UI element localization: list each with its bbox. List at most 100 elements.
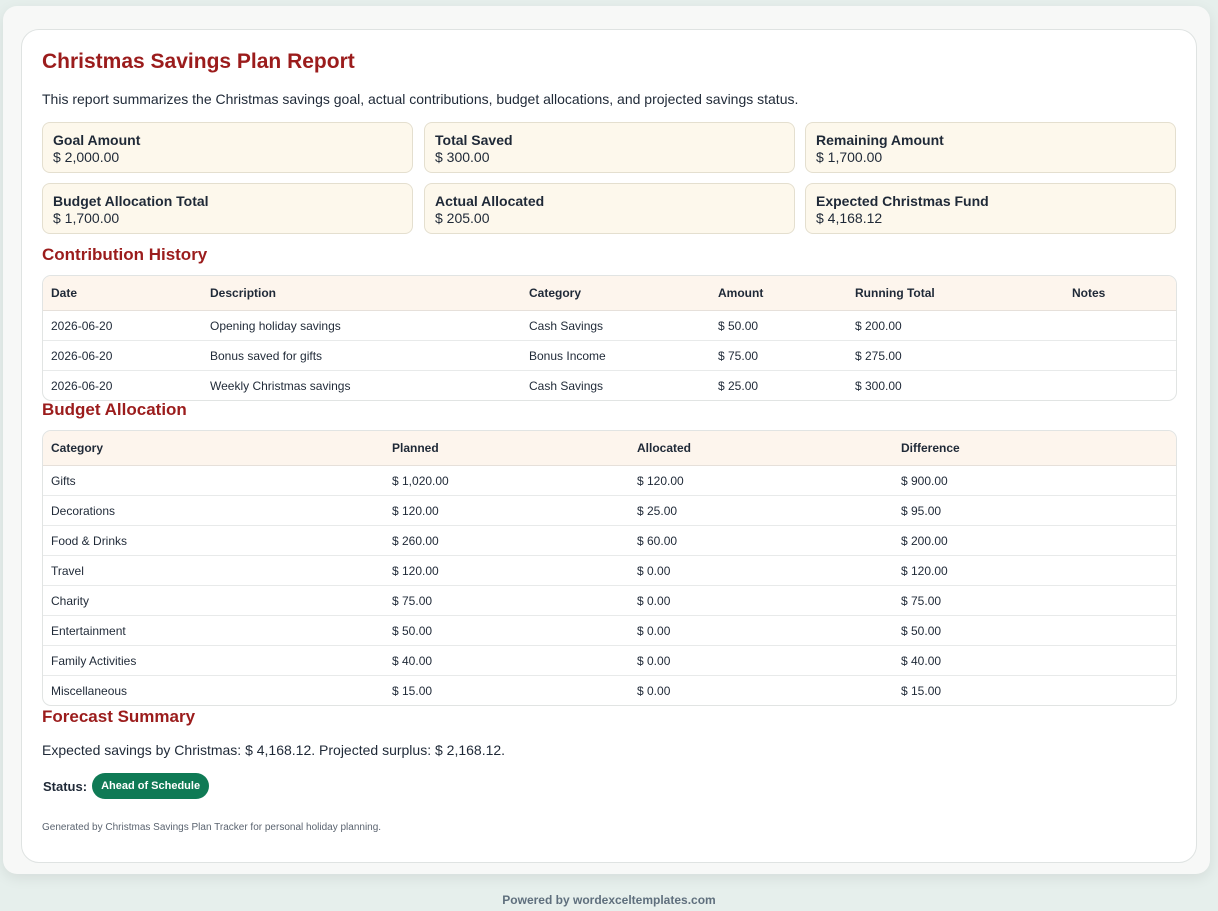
cell-amount: $ 25.00: [718, 378, 759, 393]
cell-date: 2026-06-20: [43, 310, 202, 341]
cell-notes: [1064, 310, 1176, 341]
cell-date: 2026-06-20: [43, 340, 202, 371]
cell-notes: [1064, 371, 1176, 401]
cell-planned: $ 75.00: [384, 585, 629, 616]
kpi-expected-christmas-fund: Expected Christmas Fund $ 4,168.12: [805, 183, 1176, 234]
cell-difference: $ 15.00: [901, 683, 942, 698]
powered-by-label: Powered by: [502, 893, 570, 907]
cell-planned: $ 260.00: [384, 525, 629, 556]
report-card: Christmas Savings Plan Report This repor…: [21, 29, 1197, 863]
table-row: 2026-06-20 Weekly Christmas savings Cash…: [43, 371, 1176, 401]
cell-category: Miscellaneous: [51, 683, 128, 698]
cell-category: Gifts: [43, 465, 384, 496]
cell-category: Food & Drinks: [43, 525, 384, 556]
cell-allocated: $ 0.00: [629, 615, 893, 646]
cell-difference: $ 50.00: [893, 615, 1176, 646]
cell-difference: $ 200.00: [893, 525, 1176, 556]
table-row: 2026-06-20 Opening holiday savings Cash …: [43, 310, 1176, 341]
cell-difference: $ 40.00: [893, 645, 1176, 676]
cell-difference: $ 95.00: [893, 495, 1176, 526]
kpi-total-saved: Total Saved $ 300.00: [424, 122, 795, 173]
generated-note: Generated by Christmas Savings Plan Trac…: [42, 822, 382, 833]
forecast-text: Expected savings by Christmas: $ 4,168.1…: [42, 742, 506, 758]
column-header-category: Category: [43, 431, 384, 466]
cell-allocated: $ 0.00: [629, 555, 893, 586]
table-row: Entertainment $ 50.00 $ 0.00 $ 50.00: [43, 615, 1176, 646]
cell-planned: $ 50.00: [384, 615, 629, 646]
kpi-budget-allocation-total: Budget Allocation Total $ 1,700.00: [42, 183, 413, 234]
table-row: Miscellaneous $ 15.00 $ 0.00 $ 15.00: [43, 676, 1176, 706]
kpi-value: $ 1,700.00: [816, 149, 883, 165]
kpi-actual-allocated: Actual Allocated $ 205.00: [424, 183, 795, 234]
cell-planned: $ 15.00: [392, 683, 433, 698]
contribution-history-table: Date Description Category Amount Running…: [43, 276, 1176, 400]
cell-category: Family Activities: [43, 645, 384, 676]
budget-allocation-table-wrapper: Category Planned Allocated Difference Gi…: [42, 430, 1177, 706]
kpi-goal-amount: Goal Amount $ 2,000.00: [42, 122, 413, 173]
status-badge: Ahead of Schedule: [92, 773, 210, 799]
table-row: Family Activities $ 40.00 $ 0.00 $ 40.00: [43, 645, 1176, 676]
budget-allocation-heading: Budget Allocation: [42, 400, 187, 419]
contribution-history-heading: Contribution History: [42, 245, 208, 264]
table-row: Charity $ 75.00 $ 0.00 $ 75.00: [43, 585, 1176, 616]
table-row: 2026-06-20 Bonus saved for gifts Bonus I…: [43, 340, 1176, 371]
kpi-remaining-amount: Remaining Amount $ 1,700.00: [805, 122, 1176, 173]
table-row: Decorations $ 120.00 $ 25.00 $ 95.00: [43, 495, 1176, 526]
table-row: Travel $ 120.00 $ 0.00 $ 120.00: [43, 555, 1176, 586]
budget-allocation-table: Category Planned Allocated Difference Gi…: [43, 431, 1176, 705]
kpi-label: Total Saved: [435, 132, 513, 148]
status-row: Status: Ahead of Schedule: [43, 773, 210, 799]
cell-allocated: $ 0.00: [629, 585, 893, 616]
report-background: Christmas Savings Plan Report This repor…: [3, 6, 1210, 874]
cell-date: 2026-06-20: [51, 378, 113, 393]
table-row: Gifts $ 1,020.00 $ 120.00 $ 900.00: [43, 465, 1176, 496]
column-header-description: Description: [202, 276, 521, 311]
cell-difference: $ 75.00: [893, 585, 1176, 616]
cell-running-total: $ 275.00: [847, 340, 1064, 371]
cell-allocated: $ 25.00: [629, 495, 893, 526]
column-header-difference: Difference: [893, 431, 1176, 466]
cell-running-total: $ 300.00: [855, 378, 902, 393]
kpi-value: $ 300.00: [435, 149, 490, 165]
column-header-date: Date: [43, 276, 202, 311]
report-title: Christmas Savings Plan Report: [42, 50, 355, 73]
cell-description: Opening holiday savings: [202, 310, 521, 341]
cell-category: Cash Savings: [521, 310, 710, 341]
cell-allocated: $ 60.00: [629, 525, 893, 556]
report-intro: This report summarizes the Christmas sav…: [42, 91, 799, 107]
table-row: Food & Drinks $ 260.00 $ 60.00 $ 200.00: [43, 525, 1176, 556]
column-header-category: Category: [521, 276, 710, 311]
cell-category: Travel: [43, 555, 384, 586]
table-header-row: Category Planned Allocated Difference: [43, 431, 1176, 466]
kpi-label: Expected Christmas Fund: [816, 193, 989, 209]
cell-allocated: $ 0.00: [629, 645, 893, 676]
column-header-running-total: Running Total: [847, 276, 1064, 311]
cell-notes: [1064, 340, 1176, 371]
table-header-row: Date Description Category Amount Running…: [43, 276, 1176, 311]
cell-amount: $ 50.00: [710, 310, 847, 341]
cell-planned: $ 120.00: [384, 495, 629, 526]
powered-by-link[interactable]: wordexceltemplates.com: [572, 893, 716, 907]
kpi-value: $ 1,700.00: [53, 210, 120, 226]
cell-planned: $ 120.00: [384, 555, 629, 586]
cell-difference: $ 900.00: [893, 465, 1176, 496]
cell-description: Weekly Christmas savings: [210, 378, 351, 393]
cell-description: Bonus saved for gifts: [202, 340, 521, 371]
column-header-planned: Planned: [384, 431, 629, 466]
column-header-allocated: Allocated: [629, 431, 893, 466]
kpi-label: Goal Amount: [53, 132, 141, 148]
kpi-label: Remaining Amount: [816, 132, 944, 148]
powered-by-footer: Powered by wordexceltemplates.com: [0, 893, 1218, 907]
cell-difference: $ 120.00: [893, 555, 1176, 586]
column-header-notes: Notes: [1064, 276, 1176, 311]
cell-planned: $ 40.00: [384, 645, 629, 676]
status-label: Status:: [43, 778, 88, 794]
cell-category: Entertainment: [43, 615, 384, 646]
kpi-label: Budget Allocation Total: [53, 193, 209, 209]
kpi-value: $ 4,168.12: [816, 210, 883, 226]
cell-category: Bonus Income: [521, 340, 710, 371]
column-header-amount: Amount: [710, 276, 847, 311]
cell-category: Decorations: [43, 495, 384, 526]
cell-planned: $ 1,020.00: [384, 465, 629, 496]
kpi-label: Actual Allocated: [435, 193, 545, 209]
